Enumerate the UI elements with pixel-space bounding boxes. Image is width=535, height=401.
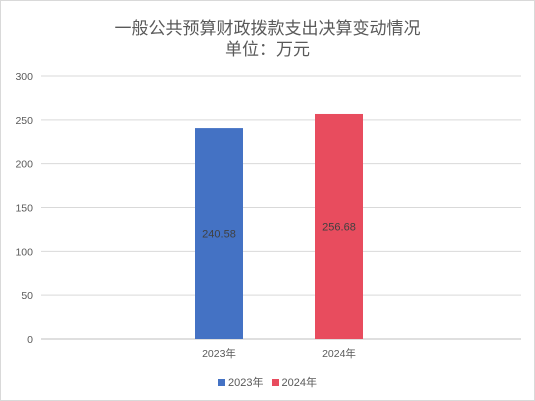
x-tick-label: 2024年 — [322, 347, 356, 360]
chart-legend: 2023年 2024年 — [1, 374, 534, 390]
y-tick-label: 300 — [15, 71, 33, 83]
legend-label-2024: 2024年 — [281, 377, 317, 389]
legend-label-2023: 2023年 — [228, 377, 264, 389]
x-tick-label: 2023年 — [202, 347, 236, 360]
legend-swatch-2023 — [218, 378, 226, 386]
data-label: 240.58 — [202, 229, 236, 241]
chart-title: 一般公共预算财政拨款支出决算变动情况 — [114, 19, 421, 39]
data-label: 256.68 — [322, 221, 356, 233]
legend-item-2024: 2024年 — [271, 374, 317, 390]
y-tick-label: 0 — [27, 334, 33, 346]
y-tick-label: 100 — [15, 246, 33, 258]
legend-swatch-2024 — [271, 378, 279, 386]
y-tick-label: 150 — [15, 203, 33, 215]
y-tick-label: 50 — [21, 290, 33, 302]
bar-2024年 — [315, 113, 363, 339]
y-tick-label: 250 — [15, 115, 33, 127]
legend-item-2023: 2023年 — [218, 374, 264, 390]
y-tick-label: 200 — [15, 159, 33, 171]
bar-2023年 — [195, 128, 243, 339]
chart-subtitle: 单位：万元 — [225, 40, 310, 60]
